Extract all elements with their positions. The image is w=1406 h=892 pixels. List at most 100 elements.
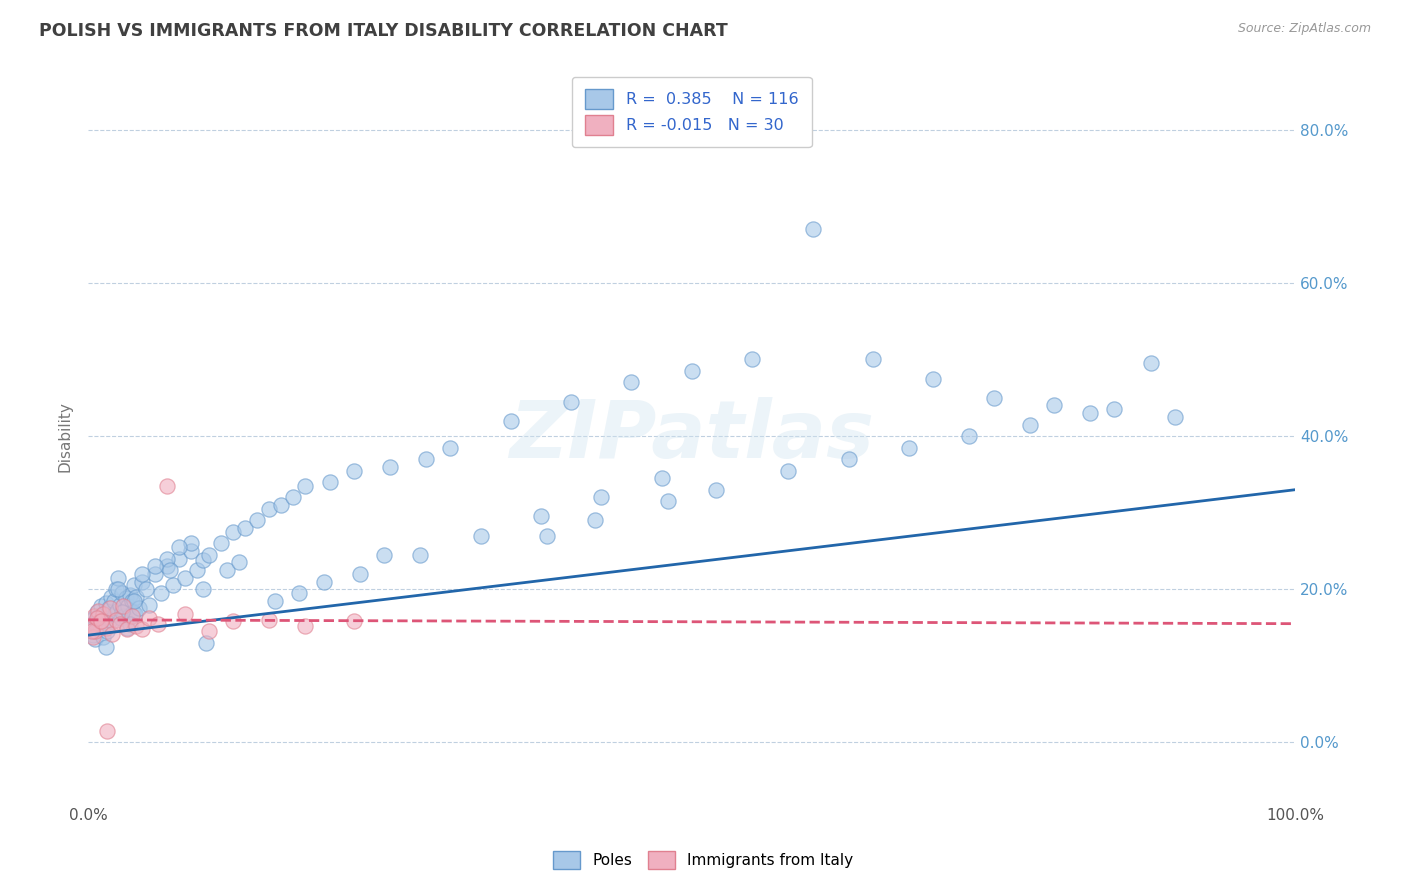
Point <box>87 604 110 618</box>
Point <box>186 563 208 577</box>
Point <box>84 632 107 646</box>
Point <box>96 640 118 654</box>
Point <box>96 624 118 639</box>
Text: ZIPatlas: ZIPatlas <box>509 397 875 475</box>
Point <box>195 636 218 650</box>
Point <box>112 605 135 619</box>
Point <box>162 578 184 592</box>
Point <box>82 630 104 644</box>
Point <box>681 364 703 378</box>
Point <box>318 475 340 489</box>
Point <box>108 598 131 612</box>
Point <box>148 616 170 631</box>
Point <box>120 616 142 631</box>
Point <box>741 352 763 367</box>
Point <box>138 611 160 625</box>
Point <box>125 590 148 604</box>
Point <box>246 513 269 527</box>
Point <box>149 586 172 600</box>
Point <box>1078 406 1101 420</box>
Point <box>93 607 115 621</box>
Point <box>105 604 128 618</box>
Point <box>191 582 214 597</box>
Point <box>222 524 245 539</box>
Point <box>96 620 118 634</box>
Point <box>657 494 679 508</box>
Point <box>180 536 202 550</box>
Point <box>98 613 121 627</box>
Point <box>264 593 287 607</box>
Point <box>838 452 860 467</box>
Point <box>120 588 142 602</box>
Point <box>122 578 145 592</box>
Point <box>107 571 129 585</box>
Point <box>104 582 127 597</box>
Point <box>115 622 138 636</box>
Point <box>191 553 214 567</box>
Point <box>83 609 105 624</box>
Point <box>110 611 132 625</box>
Point <box>97 601 120 615</box>
Point <box>167 540 190 554</box>
Point <box>86 605 108 619</box>
Point <box>209 536 232 550</box>
Point <box>862 352 884 367</box>
Point <box>180 544 202 558</box>
Point <box>82 628 104 642</box>
Point <box>111 586 134 600</box>
Point <box>378 459 401 474</box>
Point <box>1164 409 1187 424</box>
Point <box>530 509 553 524</box>
Point <box>104 613 127 627</box>
Point <box>96 723 118 738</box>
Point <box>651 471 673 485</box>
Point <box>94 616 117 631</box>
Point <box>112 599 135 613</box>
Point <box>111 605 134 619</box>
Point <box>228 556 250 570</box>
Point <box>156 551 179 566</box>
Point <box>114 591 136 606</box>
Point <box>89 619 111 633</box>
Point <box>80 624 103 639</box>
Point <box>156 479 179 493</box>
Point <box>536 528 558 542</box>
Point <box>112 609 135 624</box>
Point <box>121 593 143 607</box>
Point <box>87 609 110 624</box>
Point <box>283 491 305 505</box>
Point <box>100 590 122 604</box>
Point <box>101 626 124 640</box>
Point <box>270 498 292 512</box>
Point <box>1043 399 1066 413</box>
Point <box>80 616 103 631</box>
Point <box>131 574 153 589</box>
Point <box>288 586 311 600</box>
Point <box>591 491 613 505</box>
Point <box>131 566 153 581</box>
Point <box>233 521 256 535</box>
Point <box>620 376 643 390</box>
Point <box>96 596 118 610</box>
Point <box>801 222 824 236</box>
Point <box>959 429 981 443</box>
Point <box>84 624 107 639</box>
Point <box>704 483 727 497</box>
Point <box>121 605 143 619</box>
Point <box>343 615 366 629</box>
Point <box>173 571 195 585</box>
Point <box>89 615 111 629</box>
Point <box>922 371 945 385</box>
Point <box>91 630 114 644</box>
Point <box>257 613 280 627</box>
Point <box>560 394 582 409</box>
Point <box>90 599 112 613</box>
Point <box>143 559 166 574</box>
Point <box>107 582 129 597</box>
Point <box>312 574 335 589</box>
Point <box>143 566 166 581</box>
Point <box>138 598 160 612</box>
Point <box>117 599 139 613</box>
Point <box>1018 417 1040 432</box>
Point <box>115 620 138 634</box>
